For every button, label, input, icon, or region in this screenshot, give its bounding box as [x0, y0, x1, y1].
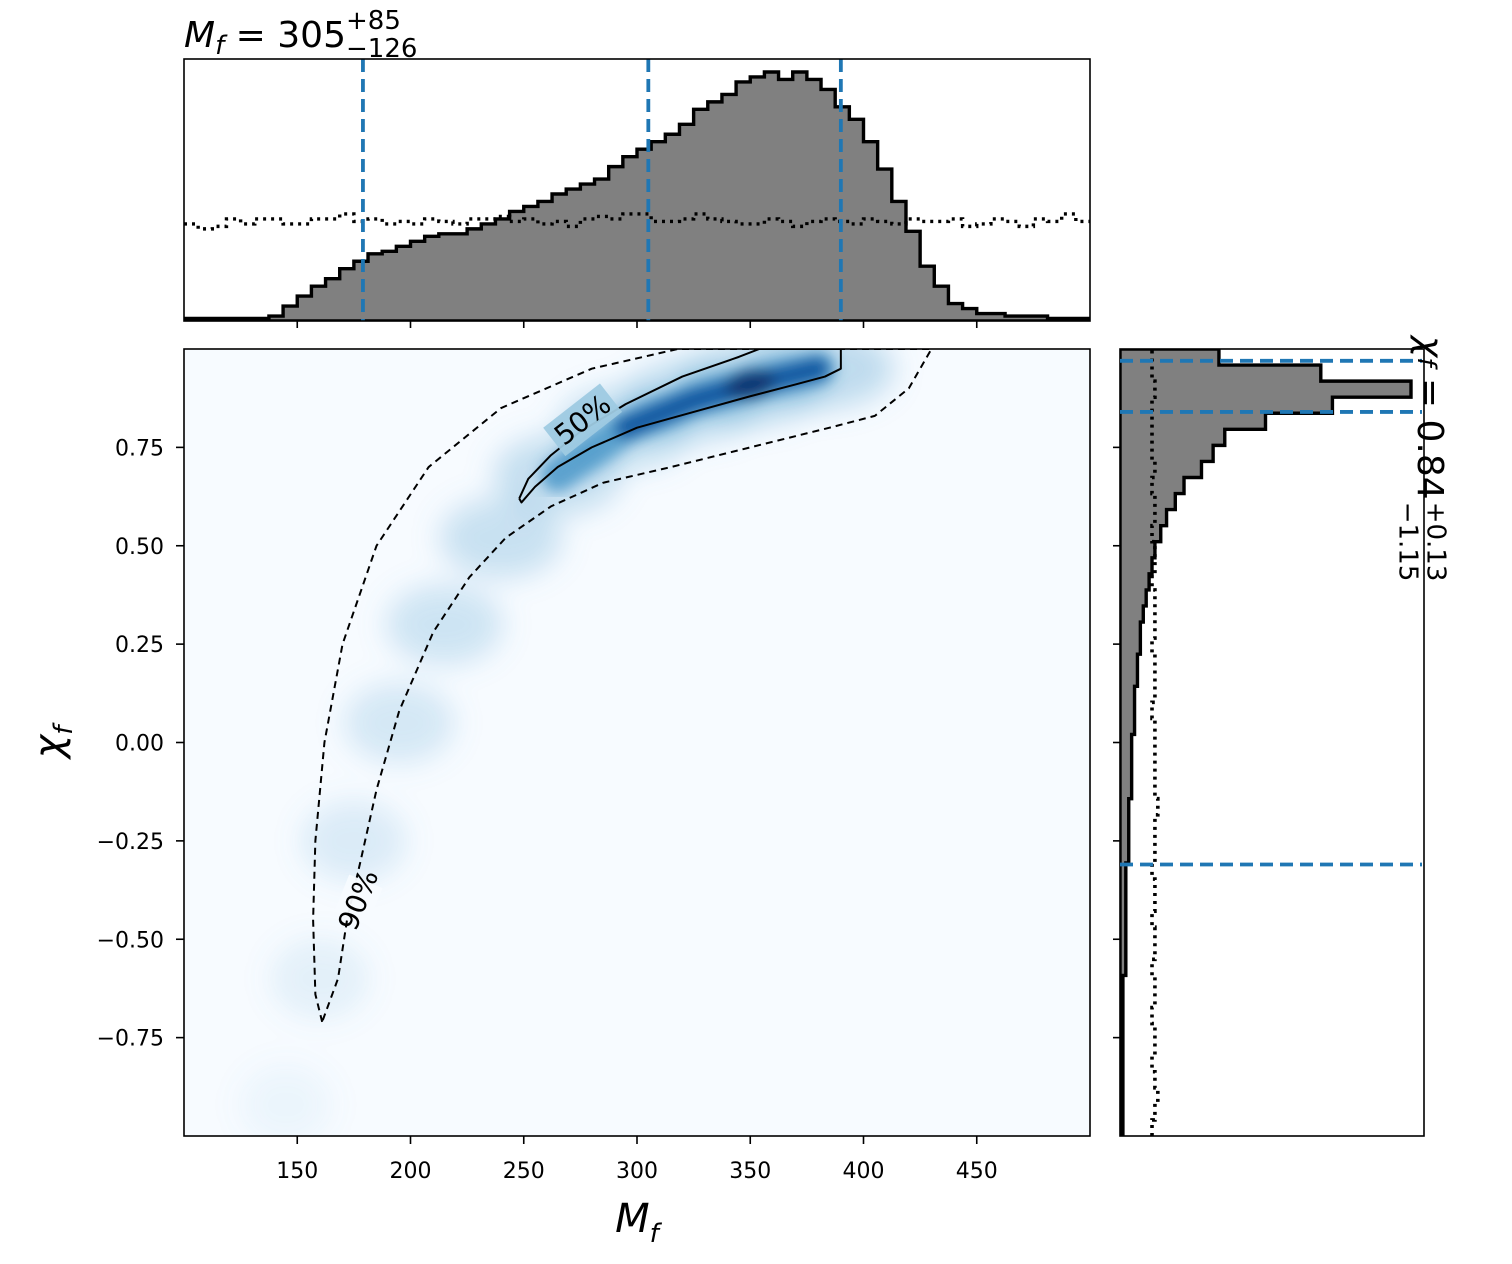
top-title-lower: −126	[346, 34, 417, 64]
top-marginal-panel: Mf = 305+85 −126	[183, 6, 1091, 328]
joint-panel: 90%50% 150 200 250 300 350 400 450 0.750.500.2…	[26, 348, 1091, 1249]
density-soft-mark	[239, 1064, 332, 1136]
ylabel-sub: f	[49, 722, 79, 735]
ytick-label-2: 0.25	[115, 633, 164, 658]
top-title-upper: +85	[346, 6, 401, 36]
right-marginal-panel: χf = 0.84 +0.13 −1.15	[1113, 334, 1451, 1137]
xtick-label-6: 450	[956, 1159, 998, 1184]
right-title-text: χf = 0.84	[1409, 334, 1450, 500]
right-title-upper: +0.13	[1421, 502, 1451, 582]
top-title-eq: =	[224, 15, 277, 56]
xtick-label-0: 150	[276, 1159, 318, 1184]
ytick-label-1: 0.50	[115, 535, 164, 560]
joint-xticks: 150 200 250 300 350 400 450	[276, 1136, 998, 1184]
top-posterior-step	[184, 70, 1090, 321]
density-soft-mark	[344, 682, 455, 763]
right-marginal-title: χf = 0.84 +0.13 −1.15	[1393, 334, 1451, 581]
xlabel-symbol: M	[615, 1196, 650, 1242]
xtick-label-1: 200	[390, 1159, 432, 1184]
xtick-label-3: 300	[616, 1159, 658, 1184]
contour-label-gap-1	[543, 383, 623, 457]
xtick-label-2: 250	[503, 1159, 545, 1184]
ytick-label-3: 0.00	[115, 732, 164, 757]
contour-90pct	[312, 349, 933, 1023]
density-soft-mark	[440, 497, 563, 578]
xlabel-sub: f	[650, 1219, 663, 1249]
ytick-label-5: −0.50	[97, 928, 164, 953]
density-soft-mark	[386, 584, 503, 665]
density-core	[614, 357, 830, 439]
joint-yticks: 0.75 0.50 0.25 0.00 −0.25 −0.50 −0.75	[97, 436, 184, 1052]
joint-xlabel: Mf	[615, 1196, 663, 1249]
top-marginal-histogram	[184, 59, 1090, 321]
right-title-lower: −1.15	[1393, 502, 1423, 582]
top-title-symbol: M	[184, 15, 215, 56]
top-title-median: 305	[277, 15, 346, 56]
density-soft-mark	[301, 800, 406, 881]
ytick-label-6: −0.75	[97, 1027, 164, 1052]
right-marginal-histogram	[1120, 349, 1413, 1136]
right-prior-step	[1150, 349, 1160, 1136]
top-prior-step	[184, 212, 1090, 231]
ylabel-symbol: χ	[26, 733, 72, 760]
ytick-label-4: −0.25	[97, 830, 164, 855]
contour-label-gap-0	[334, 874, 383, 926]
right-title-symbol: χ	[1409, 334, 1450, 359]
right-posterior-fill	[1120, 349, 1411, 1136]
right-title-eq: =	[1409, 366, 1450, 419]
density-soft-mark	[270, 938, 369, 1019]
xtick-label-4: 350	[729, 1159, 771, 1184]
density-peak	[724, 369, 776, 400]
right-marginal-interval-lines	[1120, 358, 1422, 867]
xtick-label-5: 400	[843, 1159, 885, 1184]
right-posterior-step	[1120, 349, 1413, 1136]
top-marginal-xticks	[296, 321, 978, 328]
right-title-median: 0.84	[1409, 420, 1450, 500]
top-marginal-title: Mf = 305+85	[184, 6, 401, 61]
joint-ylabel: χf	[26, 722, 79, 761]
right-marginal-yticks	[1113, 446, 1120, 1039]
ytick-label-0: 0.75	[115, 436, 164, 461]
